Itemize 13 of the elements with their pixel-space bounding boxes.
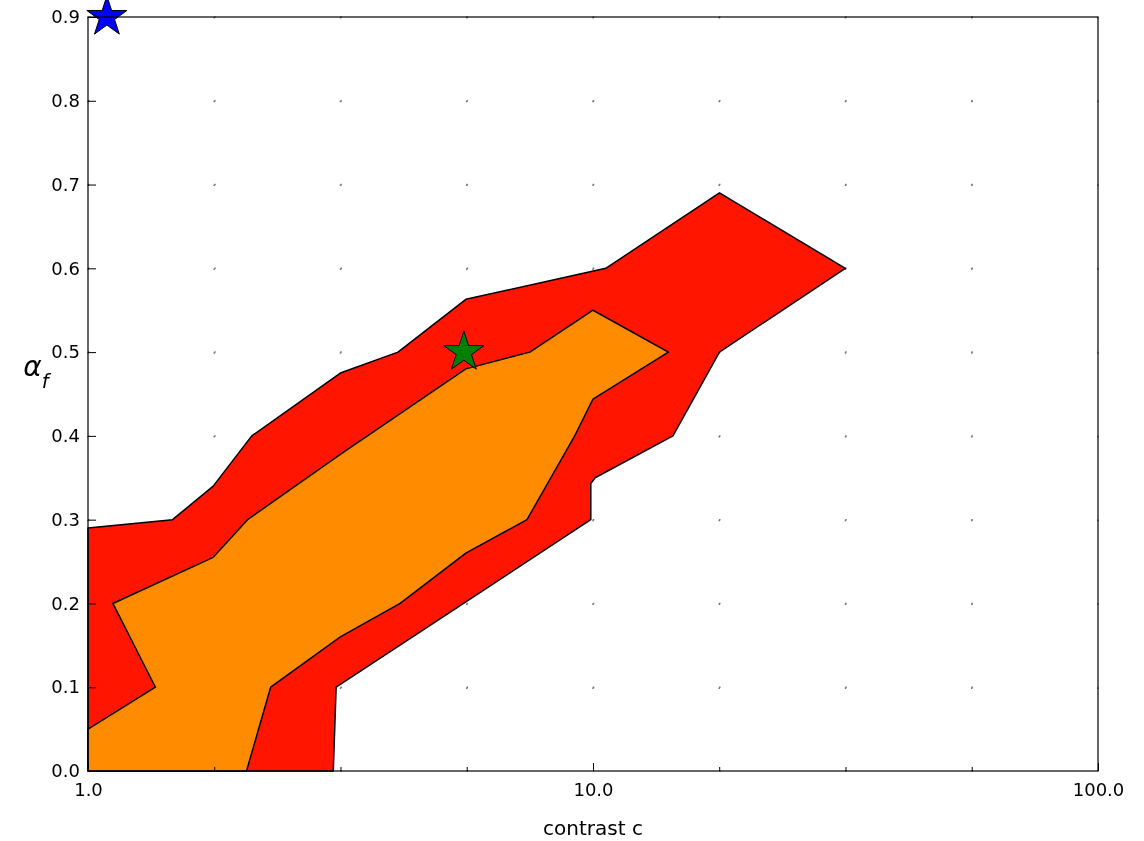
y-tick-label: 0.6 (51, 257, 80, 279)
y-tick-label: 0.5 (51, 341, 80, 363)
y-tick-label: 0.8 (51, 90, 80, 112)
y-tick-label: 0.7 (51, 173, 80, 195)
x-tick-label: 10.0 (573, 778, 614, 800)
x-axis-title: contrast c (543, 816, 643, 840)
y-tick-label: 0.1 (51, 676, 80, 698)
y-tick-label: 0.9 (51, 6, 80, 28)
y-tick-label: 0.4 (51, 425, 80, 447)
x-tick-label: 100.0 (1072, 778, 1125, 800)
y-axis-title: α$_{f}$ (23, 350, 52, 393)
y-tick-label: 0.3 (51, 508, 80, 530)
y-tick-label: 0.2 (51, 592, 80, 614)
